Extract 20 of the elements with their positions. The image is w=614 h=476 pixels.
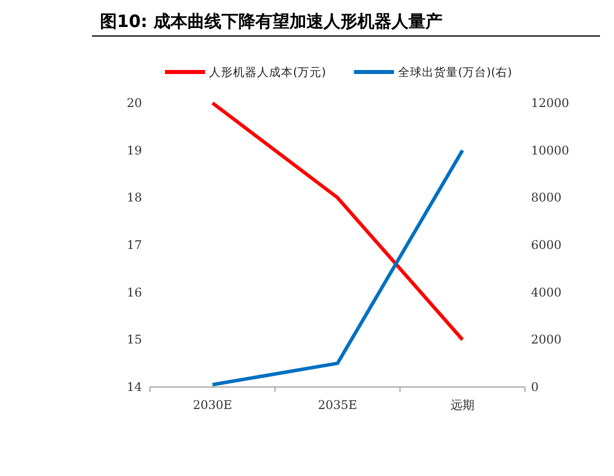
y-tick-label: 17	[126, 238, 142, 252]
legend-label: 全球出货量(万台)(右)	[398, 65, 512, 79]
y-tick-label: 20	[126, 96, 142, 110]
chart-title: 图10: 成本曲线下降有望加速人形机器人量产	[100, 12, 442, 32]
legend-label: 人形机器人成本(万元)	[209, 65, 326, 79]
y2-tick-label: 4000	[531, 285, 562, 300]
y-tick-label: 18	[126, 190, 142, 205]
y-tick-label: 14	[126, 380, 142, 394]
y2-tick-label: 10000	[531, 143, 570, 158]
y2-tick-label: 12000	[531, 96, 570, 110]
y-tick-label: 19	[126, 143, 142, 158]
y-tick-label: 15	[126, 332, 142, 347]
x-tick-label: 远期	[450, 398, 474, 412]
x-tick-label: 2035E	[318, 398, 358, 412]
y2-tick-label: 0	[531, 380, 539, 394]
y2-tick-label: 2000	[531, 332, 562, 347]
x-tick-label: 2030E	[192, 398, 232, 412]
y2-tick-label: 6000	[531, 238, 562, 252]
y2-tick-label: 8000	[531, 190, 562, 205]
y-tick-label: 16	[126, 285, 142, 300]
